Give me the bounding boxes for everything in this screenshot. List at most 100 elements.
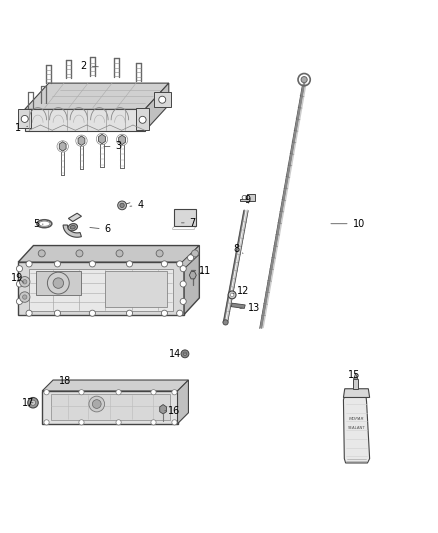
Circle shape xyxy=(180,298,186,304)
Circle shape xyxy=(242,195,247,200)
Circle shape xyxy=(127,261,133,267)
Circle shape xyxy=(79,390,84,395)
Circle shape xyxy=(16,281,22,287)
Circle shape xyxy=(22,295,27,299)
Polygon shape xyxy=(29,269,173,311)
Polygon shape xyxy=(68,213,81,222)
Polygon shape xyxy=(35,271,81,295)
Circle shape xyxy=(191,250,198,257)
Text: 2: 2 xyxy=(81,61,99,71)
Circle shape xyxy=(89,310,95,316)
Circle shape xyxy=(127,310,133,316)
Polygon shape xyxy=(51,394,170,420)
Text: 5: 5 xyxy=(33,219,43,229)
Circle shape xyxy=(54,310,60,316)
Polygon shape xyxy=(343,393,370,463)
Text: 3: 3 xyxy=(104,141,122,151)
Polygon shape xyxy=(63,225,81,237)
Text: 14: 14 xyxy=(169,349,186,359)
Circle shape xyxy=(16,265,22,272)
Circle shape xyxy=(38,250,45,257)
Polygon shape xyxy=(25,109,145,131)
Text: 18: 18 xyxy=(59,376,71,386)
Text: 7: 7 xyxy=(181,218,196,228)
Circle shape xyxy=(161,261,167,267)
Circle shape xyxy=(183,352,187,356)
Text: 15: 15 xyxy=(348,370,360,380)
Text: 9: 9 xyxy=(244,195,251,205)
Circle shape xyxy=(180,265,186,272)
Circle shape xyxy=(139,116,146,123)
Ellipse shape xyxy=(70,225,75,229)
Circle shape xyxy=(172,390,177,395)
Circle shape xyxy=(89,396,105,412)
Circle shape xyxy=(301,77,307,83)
Text: 8: 8 xyxy=(233,244,243,254)
Polygon shape xyxy=(153,92,171,107)
Polygon shape xyxy=(25,83,169,109)
Circle shape xyxy=(161,310,167,316)
Polygon shape xyxy=(160,405,166,414)
Circle shape xyxy=(151,390,156,395)
Polygon shape xyxy=(177,380,188,424)
Circle shape xyxy=(47,272,69,294)
Circle shape xyxy=(92,400,101,408)
Circle shape xyxy=(172,420,177,425)
Circle shape xyxy=(22,280,27,284)
Polygon shape xyxy=(106,271,166,306)
Circle shape xyxy=(151,420,156,425)
Polygon shape xyxy=(136,108,149,130)
Polygon shape xyxy=(189,272,196,279)
Circle shape xyxy=(228,291,236,299)
Circle shape xyxy=(181,350,189,358)
Circle shape xyxy=(76,250,83,257)
Circle shape xyxy=(54,261,60,267)
Circle shape xyxy=(53,278,64,288)
Circle shape xyxy=(116,420,121,425)
Ellipse shape xyxy=(68,224,78,231)
Polygon shape xyxy=(231,303,245,309)
Circle shape xyxy=(120,203,124,207)
Circle shape xyxy=(79,420,84,425)
Polygon shape xyxy=(353,379,358,389)
Polygon shape xyxy=(182,246,199,271)
Text: 19: 19 xyxy=(11,273,24,283)
Circle shape xyxy=(30,400,35,405)
Text: SEALANT: SEALANT xyxy=(348,426,365,430)
Circle shape xyxy=(230,293,234,297)
Polygon shape xyxy=(119,135,125,144)
Circle shape xyxy=(26,261,32,267)
Polygon shape xyxy=(240,195,255,201)
Polygon shape xyxy=(78,136,85,146)
Polygon shape xyxy=(145,83,169,131)
Circle shape xyxy=(21,116,28,123)
Polygon shape xyxy=(343,389,370,398)
Circle shape xyxy=(89,261,95,267)
Polygon shape xyxy=(59,142,66,151)
Circle shape xyxy=(223,320,228,325)
Circle shape xyxy=(187,255,194,261)
Circle shape xyxy=(26,310,32,316)
Text: 12: 12 xyxy=(233,286,249,295)
Circle shape xyxy=(44,420,49,425)
Circle shape xyxy=(177,261,183,267)
Text: MOPAR: MOPAR xyxy=(349,417,364,421)
Circle shape xyxy=(116,390,121,395)
Polygon shape xyxy=(18,262,184,314)
Text: 16: 16 xyxy=(165,407,180,416)
FancyBboxPatch shape xyxy=(174,209,196,227)
Circle shape xyxy=(19,277,30,287)
Polygon shape xyxy=(99,134,106,144)
Circle shape xyxy=(19,292,30,302)
Circle shape xyxy=(180,281,186,287)
Text: 4: 4 xyxy=(130,200,144,211)
Circle shape xyxy=(159,96,166,103)
Text: 1: 1 xyxy=(15,123,28,133)
Polygon shape xyxy=(42,380,188,391)
Text: 6: 6 xyxy=(90,224,111,235)
Text: 17: 17 xyxy=(21,398,34,408)
Circle shape xyxy=(44,390,49,395)
Circle shape xyxy=(28,398,38,408)
Text: 13: 13 xyxy=(240,303,260,312)
Circle shape xyxy=(16,298,22,304)
